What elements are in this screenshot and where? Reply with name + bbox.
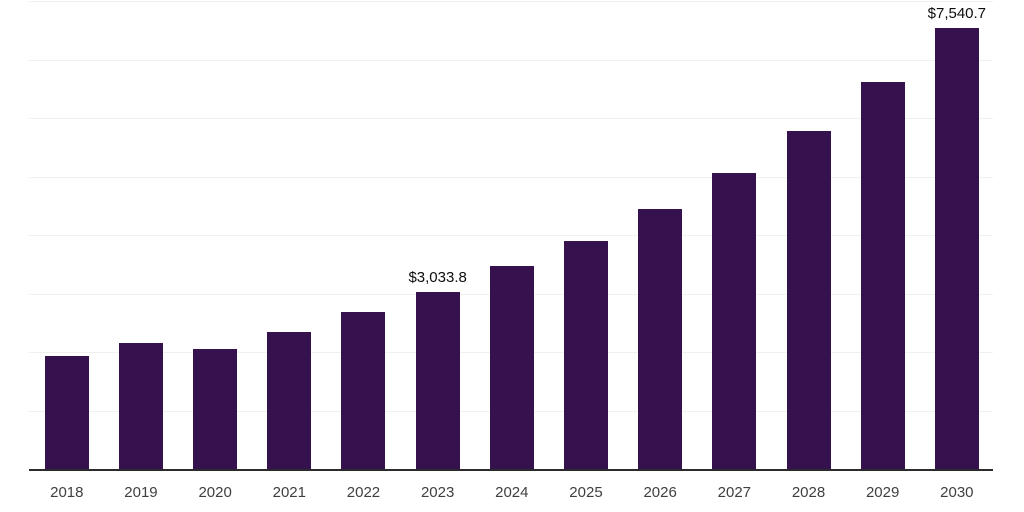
bar-2024 — [489, 266, 534, 469]
bar-2026 — [638, 208, 683, 469]
x-tick-2018: 2018 — [50, 484, 84, 501]
x-tick-2025: 2025 — [569, 484, 603, 501]
bar-2029 — [860, 82, 905, 469]
gridline-7000 — [29, 59, 993, 61]
x-tick-2021: 2021 — [272, 484, 306, 501]
bar-2028 — [786, 131, 831, 469]
x-tick-2022: 2022 — [346, 484, 381, 501]
x-tick-2019: 2019 — [124, 484, 158, 501]
x-tick-2029: 2029 — [865, 484, 900, 501]
data-label-2023: $3,033.8 — [408, 268, 467, 286]
x-axis-line — [29, 469, 993, 471]
x-tick-2028: 2028 — [791, 484, 826, 501]
gridline-6000 — [29, 118, 993, 119]
x-tick-2023: 2023 — [420, 484, 455, 501]
data-label-2030: $7,540.7 — [927, 4, 987, 22]
gridline-4000 — [29, 235, 993, 236]
x-tick-2030: 2030 — [940, 484, 974, 501]
bar-2030 — [934, 27, 979, 469]
x-tick-2027: 2027 — [717, 484, 752, 501]
bar-2022 — [341, 311, 386, 469]
bar-2023 — [415, 291, 460, 469]
bar-2018 — [44, 356, 89, 469]
x-tick-2026: 2026 — [643, 484, 677, 501]
x-tick-2020: 2020 — [198, 484, 232, 501]
bar-2027 — [712, 173, 757, 469]
gridline-8000 — [29, 1, 993, 2]
bar-2020 — [193, 348, 238, 469]
gridline-5000 — [29, 176, 993, 178]
bar-2019 — [118, 343, 163, 469]
x-tick-2024: 2024 — [495, 484, 529, 501]
bar-2021 — [267, 331, 312, 469]
bar-2025 — [563, 240, 608, 469]
